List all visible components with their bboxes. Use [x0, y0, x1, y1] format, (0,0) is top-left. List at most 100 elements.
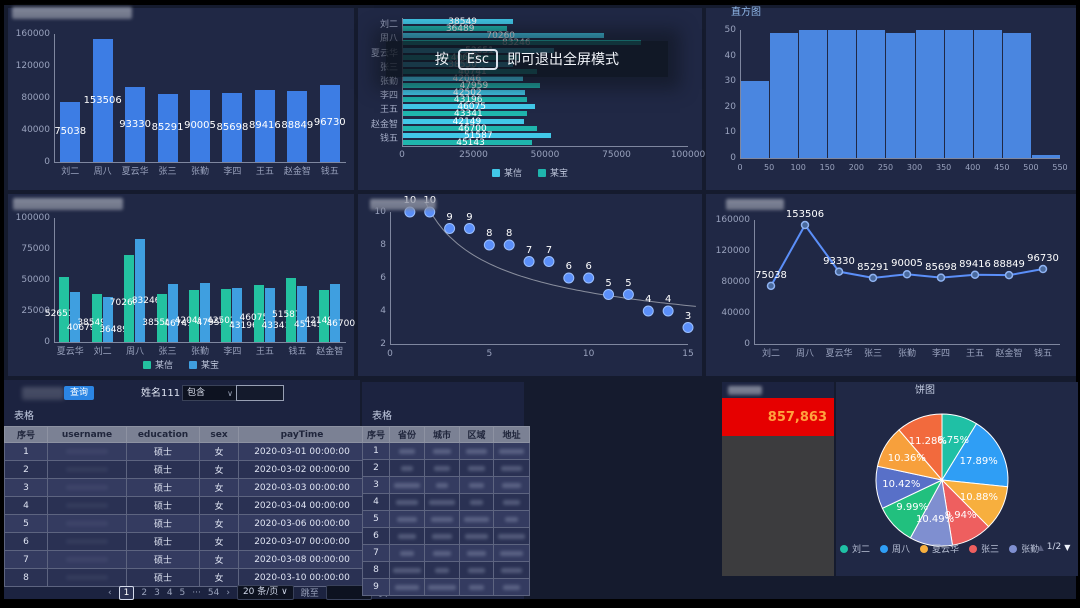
- table-row[interactable]: 2: [362, 459, 530, 477]
- y-tick-label: 160000: [715, 215, 750, 225]
- y-tick-label: 80000: [721, 277, 750, 287]
- table-cell: [459, 510, 494, 528]
- legend-item[interactable]: 张勤: [1009, 542, 1039, 555]
- legend-item[interactable]: 某信: [491, 166, 522, 179]
- table-cell: [424, 527, 460, 545]
- bar-value-label: 42502: [453, 88, 482, 99]
- y-category-label: 夏云华: [370, 48, 398, 59]
- legend-page-down-icon[interactable]: ▼: [1064, 542, 1071, 552]
- table-cell: 硕士: [126, 532, 200, 551]
- table1-title: 表格: [14, 411, 34, 422]
- table-cell: [389, 459, 425, 477]
- x-category-label: 李四: [931, 349, 950, 359]
- pie-slice[interactable]: [898, 413, 943, 482]
- name-filter-input[interactable]: [236, 385, 284, 401]
- table-row[interactable]: 9: [362, 578, 530, 596]
- x-tick-label: 400: [965, 163, 981, 172]
- table-row[interactable]: 7: [362, 544, 530, 562]
- legend-label: 周八: [892, 545, 911, 555]
- page-button[interactable]: 5: [179, 587, 186, 598]
- bar-value-label: 42046: [174, 315, 204, 326]
- table-row[interactable]: 6: [362, 527, 530, 545]
- point-value-label: 8: [506, 228, 513, 239]
- legend-item[interactable]: 刘二: [840, 542, 870, 555]
- table-row[interactable]: 3: [362, 476, 530, 494]
- x-axis-line: [740, 158, 1060, 159]
- table-row[interactable]: 8 硕士女 2020-03-10 00:00:00: [4, 568, 366, 587]
- table-row[interactable]: 2 硕士女 2020-03-02 00:00:00: [4, 460, 366, 479]
- histogram-bin: [944, 30, 973, 158]
- table-cell: [424, 544, 460, 562]
- table-row[interactable]: 1 硕士女 2020-03-01 00:00:00: [4, 442, 366, 461]
- panel-histogram: 0 10 20 30 40 50 0 50 100 150 200 250 300 350 400 450 50…: [706, 8, 1076, 190]
- table-header: 序号: [4, 426, 48, 443]
- legend-item[interactable]: 周八: [880, 542, 910, 555]
- point-value-label: 89416: [959, 258, 991, 270]
- table-cell: [47, 478, 127, 497]
- scatter-point: [622, 289, 634, 300]
- y-category-label: 钱五: [379, 133, 398, 144]
- table-row[interactable]: 4: [362, 493, 530, 511]
- legend-page-up-icon[interactable]: ▲: [1037, 542, 1044, 552]
- point-value-label: 7: [525, 244, 533, 256]
- query-button[interactable]: 查询: [64, 386, 94, 400]
- page-button[interactable]: 4: [166, 587, 173, 598]
- legend-item[interactable]: 某宝: [538, 166, 568, 179]
- x-tick-label: 50000: [530, 150, 560, 160]
- x-tick-label: 300: [906, 163, 923, 172]
- censored-title: [12, 7, 132, 19]
- pie-percent-label: 17.89%: [959, 455, 998, 467]
- table-cell: [459, 561, 494, 579]
- point-value-label: 153506: [785, 209, 825, 221]
- censored-title: [13, 198, 123, 210]
- bar-value-label: 38549: [77, 318, 106, 329]
- page-button[interactable]: 1: [118, 585, 135, 600]
- legend-item[interactable]: 某信: [142, 358, 173, 371]
- y-tick-label: 10: [724, 127, 736, 138]
- x-tick-label: 450: [994, 163, 1010, 172]
- line-point: [868, 273, 878, 283]
- point-value-label: 9: [446, 211, 453, 223]
- next-page-button[interactable]: ›: [226, 587, 230, 598]
- page-button[interactable]: 3: [154, 587, 160, 598]
- x-category-label: 张勤: [897, 349, 916, 359]
- pie-slice[interactable]: [941, 423, 1009, 488]
- page-button[interactable]: 2: [141, 587, 148, 598]
- prev-page-button[interactable]: ‹: [108, 587, 112, 598]
- point-value-label: 96730: [1027, 253, 1059, 265]
- table-row[interactable]: 5: [362, 510, 530, 528]
- point-value-label: 9: [466, 211, 473, 223]
- legend-item[interactable]: 张三: [969, 542, 999, 555]
- y-tick-label: 75000: [21, 244, 50, 254]
- legend-swatch: [538, 168, 546, 177]
- point-value-label: 85291: [857, 261, 889, 273]
- table-row[interactable]: 6 硕士女 2020-03-07 00:00:00: [4, 532, 366, 551]
- table-row[interactable]: 7 硕士女 2020-03-08 00:00:00: [4, 550, 366, 569]
- bar-value-label: 93330: [119, 118, 151, 130]
- legend-swatch: [142, 360, 151, 369]
- legend-item[interactable]: 某宝: [189, 358, 219, 371]
- match-operator-select[interactable]: 包含 ∨: [182, 385, 238, 401]
- page-button[interactable]: 54: [207, 587, 220, 598]
- y-tick-label: 40000: [721, 308, 750, 318]
- panel-bar-total: 0 40000 80000 120000 160000 75038 刘二 153506 周八 93…: [8, 8, 354, 190]
- table-row[interactable]: 8: [362, 561, 530, 579]
- table-row[interactable]: 1: [362, 442, 530, 460]
- scatter-point: [642, 305, 654, 317]
- legend-item[interactable]: 夏云华: [920, 542, 959, 555]
- table-row[interactable]: 3 硕士女 2020-03-03 00:00:00: [4, 478, 366, 497]
- bar: [200, 282, 210, 342]
- page-size-select[interactable]: 20 条/页 ∨: [236, 585, 294, 600]
- stat-alert-box: 857,863: [722, 398, 834, 436]
- y-tick-label: 50000: [21, 275, 50, 285]
- table-cell: [389, 476, 425, 494]
- y-axis-line: [402, 18, 403, 146]
- table-cell: 女: [199, 532, 239, 551]
- table-row[interactable]: 5 硕士女 2020-03-06 00:00:00: [4, 514, 366, 533]
- table-cell: [389, 578, 425, 596]
- table-cell: 2020-03-02 00:00:00: [238, 460, 366, 479]
- x-category-label: 张勤: [190, 347, 209, 357]
- bar: [124, 254, 135, 342]
- table-row[interactable]: 4 硕士女 2020-03-04 00:00:00: [4, 496, 366, 515]
- x-tick-label: 100000: [670, 150, 706, 160]
